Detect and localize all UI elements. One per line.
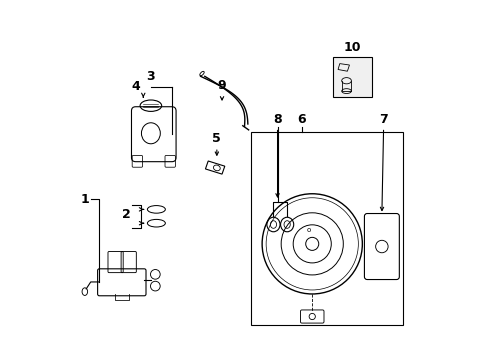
Text: 3: 3 — [146, 70, 155, 83]
Text: o: o — [306, 227, 310, 233]
Text: 10: 10 — [343, 41, 361, 54]
Bar — [332, 57, 371, 97]
Text: 7: 7 — [379, 113, 387, 126]
Bar — [251, 132, 403, 325]
Text: 2: 2 — [122, 208, 130, 221]
Text: 6: 6 — [297, 113, 305, 126]
Text: 4: 4 — [131, 80, 140, 93]
Text: 1: 1 — [80, 193, 89, 206]
Text: 9: 9 — [217, 79, 226, 92]
Text: 5: 5 — [212, 132, 221, 145]
Text: 8: 8 — [273, 113, 281, 126]
